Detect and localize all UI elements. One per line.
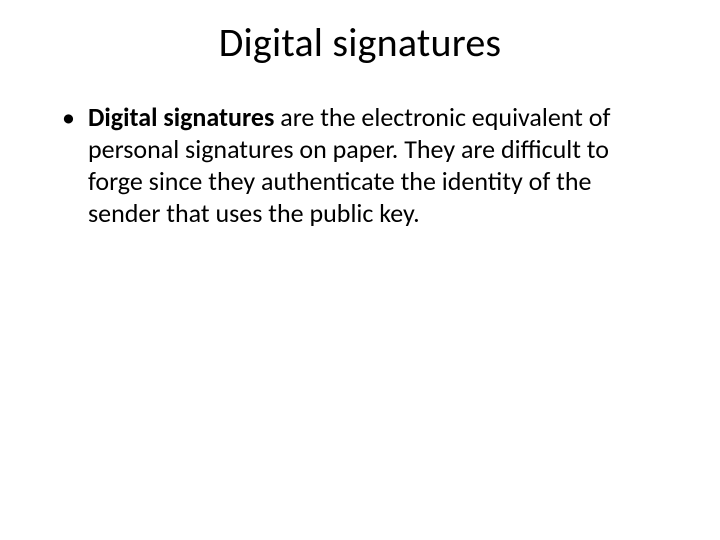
bullet-bold-lead: Digital signatures [88, 101, 274, 133]
slide-body: Digital signatures are the electronic eq… [40, 101, 680, 229]
slide: Digital signatures Digital signatures ar… [0, 0, 720, 540]
bullet-list: Digital signatures are the electronic eq… [58, 101, 680, 229]
bullet-item: Digital signatures are the electronic eq… [58, 101, 633, 229]
slide-title: Digital signatures [40, 18, 680, 67]
